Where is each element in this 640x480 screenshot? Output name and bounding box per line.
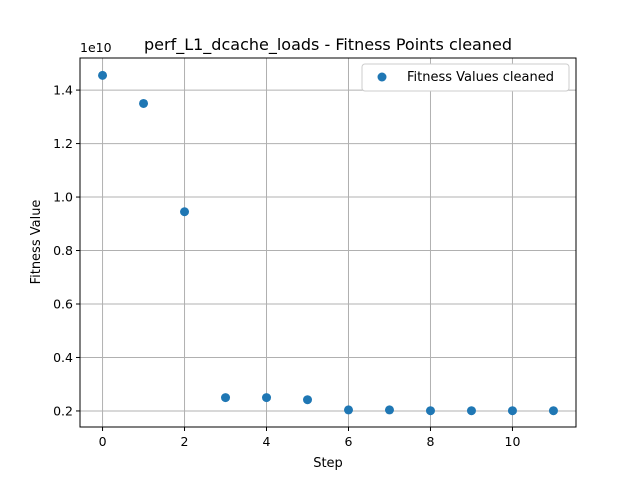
data-point xyxy=(221,393,231,403)
legend-label: Fitness Values cleaned xyxy=(407,70,554,85)
x-tick-label: 6 xyxy=(345,434,353,449)
x-tick-label: 4 xyxy=(263,434,271,449)
y-tick-label: 0.2 xyxy=(53,403,73,418)
data-point xyxy=(98,70,108,80)
legend: Fitness Values cleaned xyxy=(361,63,570,92)
y-tick-label: 1.4 xyxy=(53,83,73,98)
y-tick-label: 0.6 xyxy=(53,297,73,312)
y-tick-label: 1.0 xyxy=(53,190,73,205)
data-point xyxy=(139,98,149,108)
grid xyxy=(80,58,576,427)
x-tick-label: 10 xyxy=(505,434,521,449)
data-point xyxy=(262,393,272,403)
legend-marker xyxy=(377,72,387,82)
x-tick-label: 8 xyxy=(427,434,435,449)
data-point xyxy=(507,406,517,416)
y-axis-label: Fitness Value xyxy=(29,200,44,285)
data-point xyxy=(343,405,353,415)
plot-frame xyxy=(79,57,577,428)
axis-ticks: 0 2 4 6 8 10 0.2 0.4 0.6 0.8 1.0 1.2 1.4 xyxy=(53,83,520,449)
data-point xyxy=(303,395,313,405)
y-tick-label: 1.2 xyxy=(53,136,73,151)
y-tick-label: 0.4 xyxy=(53,350,73,365)
y-offset-text: 1e10 xyxy=(80,40,112,55)
legend-box xyxy=(361,63,570,92)
chart-title: perf_L1_dcache_loads - Fitness Points cl… xyxy=(144,35,512,55)
x-axis-label: Step xyxy=(313,456,343,471)
scatter-points xyxy=(98,70,558,416)
y-tick-label: 0.8 xyxy=(53,243,73,258)
data-point xyxy=(384,405,394,415)
data-point xyxy=(548,406,558,416)
x-tick-label: 2 xyxy=(181,434,189,449)
data-point xyxy=(466,406,476,416)
x-tick-label: 0 xyxy=(99,434,107,449)
data-point xyxy=(180,207,190,217)
data-point xyxy=(425,406,435,416)
